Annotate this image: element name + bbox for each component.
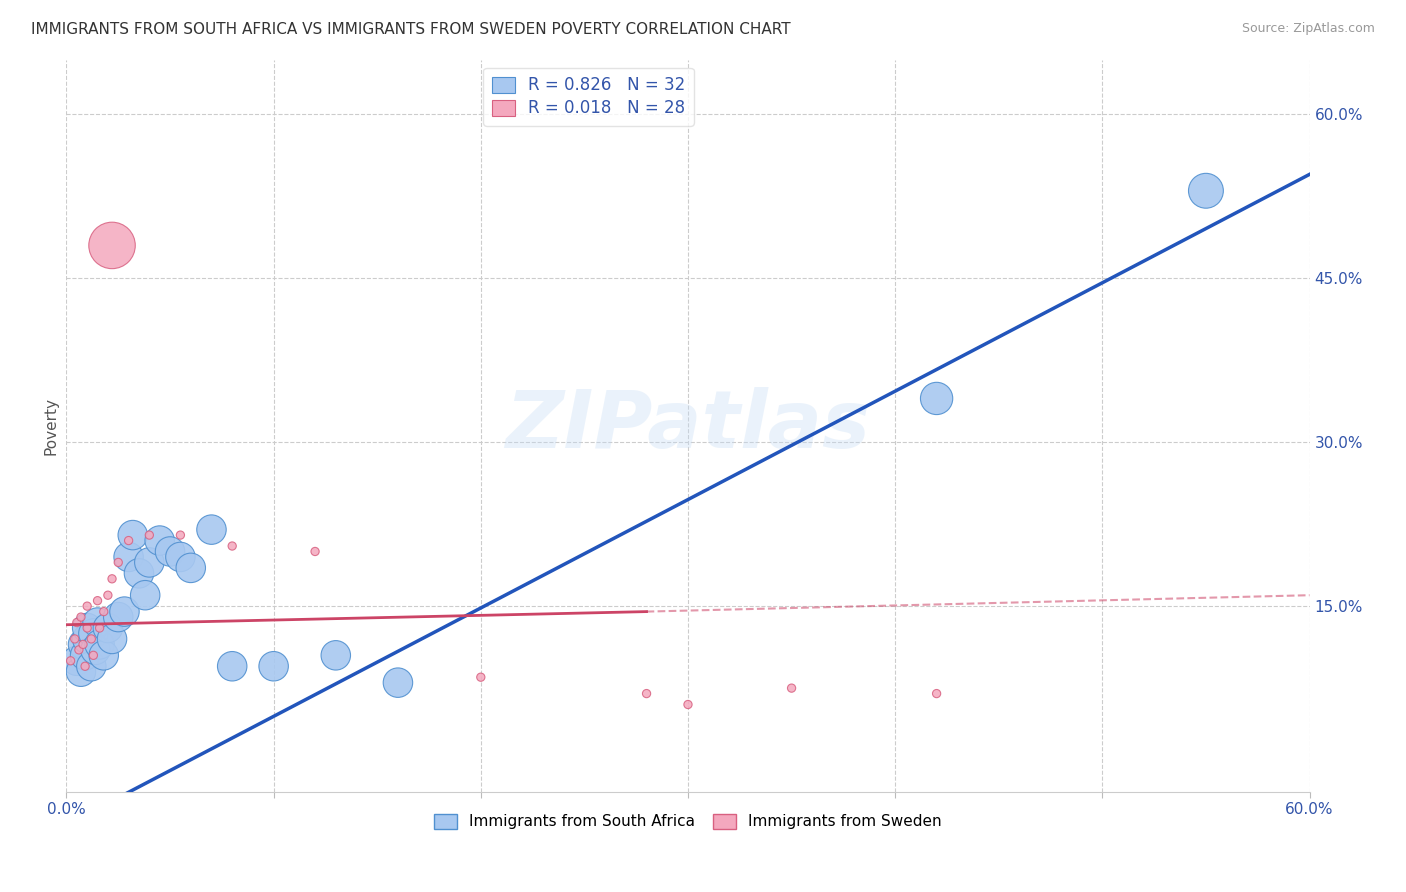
Text: Source: ZipAtlas.com: Source: ZipAtlas.com — [1241, 22, 1375, 36]
Point — [97, 588, 120, 602]
Point — [304, 544, 326, 558]
Point — [76, 621, 98, 635]
Point — [159, 544, 181, 558]
Point — [387, 675, 409, 690]
Point — [925, 687, 948, 701]
Point — [89, 637, 111, 651]
Point — [169, 528, 191, 542]
Point — [128, 566, 150, 581]
Point — [780, 681, 803, 695]
Point — [66, 615, 89, 630]
Point — [86, 593, 108, 607]
Point — [93, 648, 115, 663]
Point — [114, 605, 136, 619]
Point — [169, 549, 191, 564]
Point — [75, 659, 97, 673]
Point — [676, 698, 699, 712]
Point — [76, 621, 98, 635]
Point — [200, 523, 222, 537]
Point — [925, 392, 948, 406]
Point — [1195, 184, 1218, 198]
Point — [75, 648, 97, 663]
Point — [66, 654, 89, 668]
Point — [70, 665, 93, 679]
Point — [70, 610, 93, 624]
Point — [325, 648, 347, 663]
Point — [149, 533, 172, 548]
Point — [59, 654, 82, 668]
Point — [76, 632, 98, 646]
Point — [101, 238, 124, 252]
Point — [107, 556, 129, 570]
Text: IMMIGRANTS FROM SOUTH AFRICA VS IMMIGRANTS FROM SWEDEN POVERTY CORRELATION CHART: IMMIGRANTS FROM SOUTH AFRICA VS IMMIGRAN… — [31, 22, 790, 37]
Point — [84, 643, 107, 657]
Point — [221, 659, 243, 673]
Point — [636, 687, 658, 701]
Point — [97, 621, 120, 635]
Point — [101, 632, 124, 646]
Point — [117, 549, 139, 564]
Point — [89, 621, 111, 635]
Legend: Immigrants from South Africa, Immigrants from Sweden: Immigrants from South Africa, Immigrants… — [427, 808, 948, 836]
Point — [117, 533, 139, 548]
Point — [86, 615, 108, 630]
Point — [72, 637, 94, 651]
Point — [263, 659, 285, 673]
Point — [82, 626, 104, 640]
Y-axis label: Poverty: Poverty — [44, 397, 58, 455]
Text: ZIPatlas: ZIPatlas — [506, 387, 870, 465]
Point — [470, 670, 492, 684]
Point — [76, 599, 98, 614]
Point — [80, 659, 103, 673]
Point — [80, 632, 103, 646]
Point — [63, 632, 86, 646]
Point — [101, 572, 124, 586]
Point — [121, 528, 143, 542]
Point — [221, 539, 243, 553]
Point — [134, 588, 156, 602]
Point — [138, 556, 160, 570]
Point — [82, 648, 104, 663]
Point — [93, 605, 115, 619]
Point — [67, 643, 90, 657]
Point — [138, 528, 160, 542]
Point — [107, 610, 129, 624]
Point — [180, 561, 202, 575]
Point — [72, 637, 94, 651]
